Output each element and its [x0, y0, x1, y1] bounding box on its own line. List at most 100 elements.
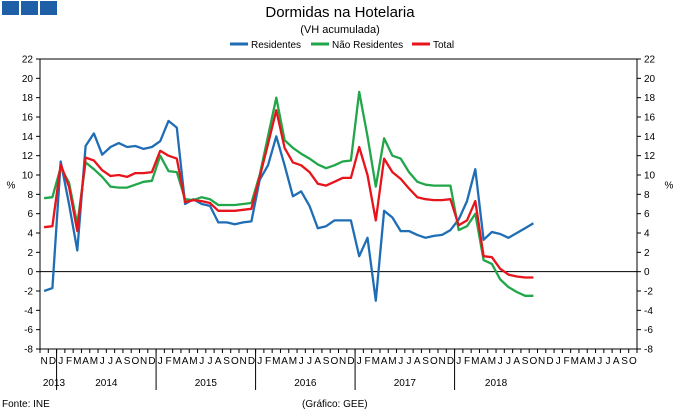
legend-label: Residentes: [251, 40, 301, 51]
y-tick-label-right: 2: [644, 248, 650, 259]
x-month-label: D: [347, 356, 354, 367]
y-tick-label-right: 4: [644, 229, 650, 240]
x-month-label: M: [173, 356, 181, 367]
x-month-label: J: [307, 356, 312, 367]
y-tick-label-right: 22: [644, 55, 656, 66]
x-month-label: O: [231, 356, 239, 367]
y-tick-label-right: 10: [644, 171, 656, 182]
x-month-label: N: [538, 356, 545, 367]
credit-note: (Gráfico: GEE): [302, 399, 368, 410]
x-month-label: N: [140, 356, 147, 367]
x-month-label: M: [471, 356, 479, 367]
chart-title: Dormidas na Hotelaria: [265, 4, 415, 21]
x-month-label: F: [563, 356, 569, 367]
y-axis-label-left: %: [7, 181, 16, 192]
x-month-label: D: [148, 356, 155, 367]
y-tick-label-left: -4: [24, 306, 33, 317]
x-month-label: A: [381, 356, 388, 367]
x-month-label: M: [488, 356, 496, 367]
x-month-label: J: [456, 356, 461, 367]
x-month-label: J: [597, 356, 602, 367]
x-month-label: A: [215, 356, 222, 367]
x-month-label: J: [299, 356, 304, 367]
brand-squares: [2, 1, 59, 20]
y-tick-label-right: 8: [644, 190, 650, 201]
y-tick-label-right: 18: [644, 93, 656, 104]
x-month-label: S: [522, 356, 529, 367]
x-month-label: S: [621, 356, 628, 367]
x-month-label: J: [100, 356, 105, 367]
x-month-label: M: [388, 356, 396, 367]
series-line: [43, 109, 534, 279]
legend-label: Total: [433, 40, 454, 51]
brand-square: [21, 1, 38, 15]
y-tick-label-left: 6: [27, 209, 33, 220]
x-month-label: N: [240, 356, 247, 367]
year-label: 2018: [485, 378, 508, 389]
series-line: [43, 119, 534, 302]
y-tick-label-right: 6: [644, 209, 650, 220]
x-month-label: A: [115, 356, 122, 367]
x-month-label: F: [165, 356, 171, 367]
x-month-label: F: [66, 356, 72, 367]
y-tick-label-left: 4: [27, 229, 33, 240]
y-tick-label-left: 20: [22, 74, 34, 85]
x-month-label: A: [182, 356, 189, 367]
plot-frame: [39, 58, 638, 350]
x-month-label: J: [398, 356, 403, 367]
x-month-label: F: [464, 356, 470, 367]
x-month-label: D: [248, 356, 255, 367]
x-month-label: M: [372, 356, 380, 367]
x-month-label: S: [323, 356, 330, 367]
brand-square: [2, 1, 19, 15]
chart-subtitle: (VH acumulada): [300, 24, 379, 36]
x-month-label: M: [289, 356, 297, 367]
x-month-label: D: [49, 356, 56, 367]
source-note: Fonte: INE: [2, 399, 50, 410]
y-tick-label-left: 22: [22, 55, 34, 66]
x-month-label: A: [613, 356, 620, 367]
y-tick-label-left: -2: [24, 287, 33, 298]
y-tick-label-left: 14: [22, 132, 34, 143]
x-month-label: O: [330, 356, 338, 367]
x-month-label: N: [339, 356, 346, 367]
legend-label: Não Residentes: [332, 40, 403, 51]
x-month-label: N: [41, 356, 48, 367]
y-tick-label-right: 16: [644, 113, 656, 124]
y-tick-label-left: -8: [24, 345, 33, 356]
year-label: 2014: [95, 378, 118, 389]
brand-square: [40, 1, 57, 15]
x-month-label: A: [314, 356, 321, 367]
y-tick-label-left: 16: [22, 113, 34, 124]
y-tick-label-left: 10: [22, 171, 34, 182]
x-month-label: M: [272, 356, 280, 367]
x-month-label: O: [430, 356, 438, 367]
x-month-label: O: [629, 356, 637, 367]
y-tick-label-right: 0: [644, 267, 650, 278]
year-label: 2016: [294, 378, 317, 389]
y-tick-label-right: -8: [644, 345, 653, 356]
x-month-label: S: [223, 356, 230, 367]
x-month-label: J: [357, 356, 362, 367]
x-month-label: M: [73, 356, 81, 367]
y-tick-label-left: 0: [27, 267, 33, 278]
year-label: 2015: [195, 378, 218, 389]
x-month-label: J: [58, 356, 63, 367]
x-month-label: J: [556, 356, 561, 367]
x-month-label: D: [447, 356, 454, 367]
x-month-label: J: [207, 356, 212, 367]
y-tick-label-left: 2: [27, 248, 33, 259]
series-line: [43, 90, 534, 297]
x-month-label: J: [108, 356, 113, 367]
y-tick-label-right: -4: [644, 306, 653, 317]
y-tick-label-right: 20: [644, 74, 656, 85]
x-month-label: M: [90, 356, 98, 367]
x-month-label: O: [131, 356, 139, 367]
x-month-label: M: [587, 356, 595, 367]
x-month-label: A: [513, 356, 520, 367]
y-axis-label-right: %: [665, 181, 674, 192]
x-month-label: A: [82, 356, 89, 367]
x-month-label: A: [480, 356, 487, 367]
x-month-label: N: [439, 356, 446, 367]
